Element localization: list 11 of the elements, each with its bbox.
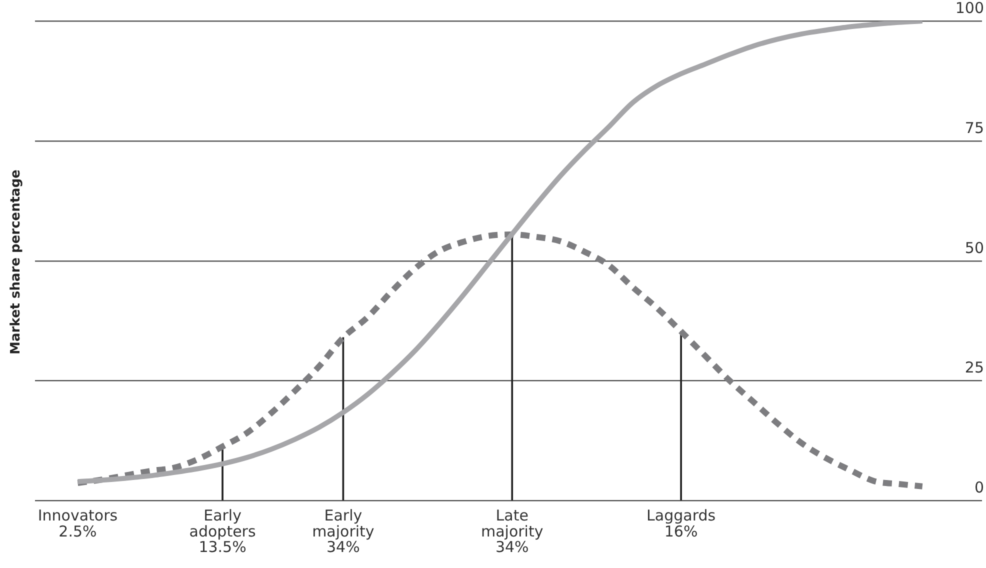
y-tick-label: 75 xyxy=(964,118,984,137)
x-tick-label: Early majority 34% xyxy=(312,506,374,556)
y-tick-label: 25 xyxy=(964,358,984,377)
y-tick-label: 100 xyxy=(955,0,984,17)
x-tick-label: Early adopters 13.5% xyxy=(189,506,256,556)
y-tick-label: 50 xyxy=(964,238,984,257)
y-tick-label: 0 xyxy=(974,478,984,497)
y-axis-title: Market share percentage xyxy=(8,170,24,354)
x-tick-label: Late majority 34% xyxy=(480,506,544,556)
x-tick-label: Innovators 2.5% xyxy=(38,506,118,540)
x-tick-label: Laggards 16% xyxy=(646,506,716,540)
